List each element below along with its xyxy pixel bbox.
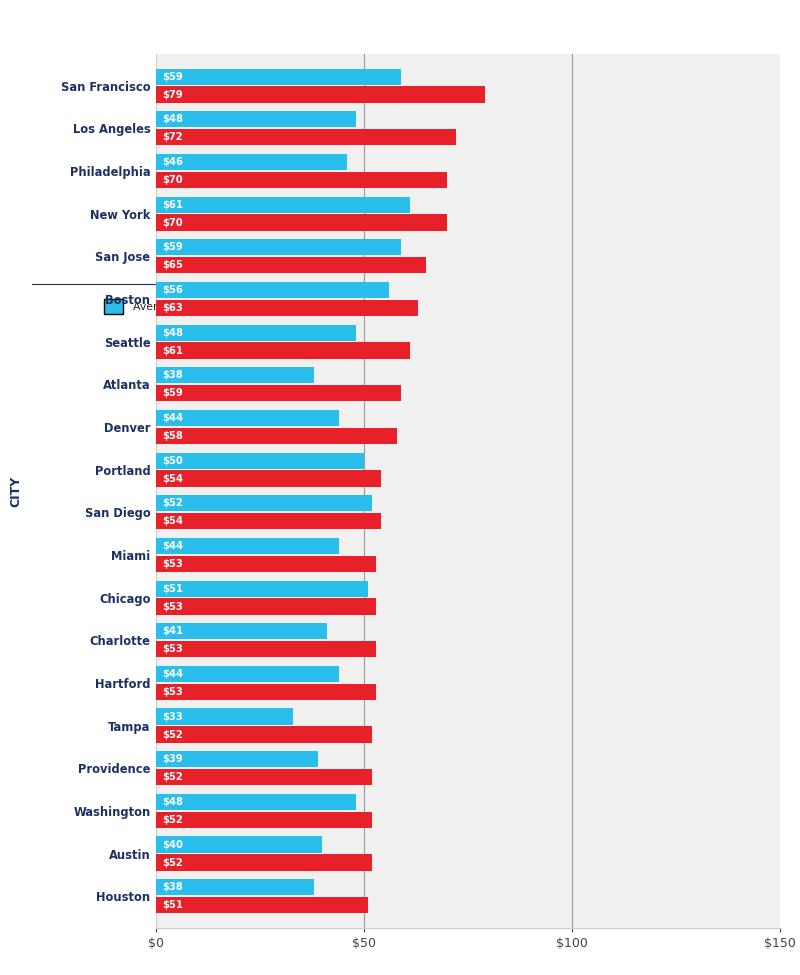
Bar [156, 683, 377, 700]
Text: $52: $52 [162, 729, 183, 739]
Text: $63: $63 [162, 303, 183, 313]
Text: $52: $52 [162, 772, 183, 782]
Bar [156, 495, 372, 512]
Bar [156, 726, 372, 743]
Text: $65: $65 [162, 260, 183, 270]
Text: $48: $48 [162, 797, 183, 807]
Bar [156, 837, 322, 853]
Text: Boarding:: Boarding: [195, 218, 269, 231]
Text: $48: $48 [162, 328, 183, 337]
Text: your home: your home [545, 254, 625, 268]
Bar [156, 172, 447, 188]
Bar [156, 470, 381, 487]
Bar [156, 556, 377, 572]
Text: $50: $50 [162, 455, 183, 466]
Text: $51: $51 [162, 584, 183, 594]
Bar [156, 342, 410, 359]
Bar [156, 111, 356, 128]
Bar [156, 599, 377, 614]
Text: $53: $53 [162, 644, 183, 654]
Text: $61: $61 [162, 200, 183, 210]
Text: According to Rover.com Listings: According to Rover.com Listings [200, 169, 422, 183]
Y-axis label: CITY: CITY [9, 475, 22, 507]
Text: Average Cost to Board Your Dog (For One Night): Average Cost to Board Your Dog (For One … [133, 302, 395, 312]
Bar [156, 623, 326, 640]
Text: $38: $38 [162, 370, 183, 380]
Bar [156, 854, 372, 871]
Text: $52: $52 [162, 498, 183, 508]
Bar [156, 879, 314, 895]
Bar [156, 87, 485, 102]
Text: $51: $51 [162, 900, 183, 910]
Text: dog sitter’s home: dog sitter’s home [471, 218, 605, 231]
Text: $38: $38 [162, 882, 183, 892]
Text: $44: $44 [162, 413, 183, 423]
Text: $46: $46 [162, 157, 183, 167]
Bar [156, 68, 402, 85]
Bar [156, 794, 356, 810]
Text: $54: $54 [162, 516, 183, 526]
Text: Average Cost for A Dog Sitter (For One Night): Average Cost for A Dog Sitter (For One N… [489, 302, 738, 312]
FancyBboxPatch shape [460, 299, 479, 314]
Text: $56: $56 [162, 285, 183, 295]
Bar [156, 197, 410, 213]
Text: A dog sitter stays overnight with your dog in: A dog sitter stays overnight with your d… [238, 254, 545, 268]
Bar [156, 428, 398, 444]
Text: $48: $48 [162, 114, 183, 125]
Text: Boarding vs. A Dog Sitter:: Boarding vs. A Dog Sitter: [200, 26, 390, 42]
Text: $39: $39 [162, 755, 183, 764]
Bar [156, 513, 381, 529]
Bar [156, 299, 418, 316]
Bar [156, 368, 314, 383]
Text: $53: $53 [162, 686, 183, 697]
Bar [156, 257, 426, 273]
Text: $58: $58 [162, 431, 183, 441]
Text: $44: $44 [162, 669, 183, 679]
Text: $40: $40 [162, 839, 183, 849]
Text: $41: $41 [162, 626, 183, 637]
Bar [156, 812, 372, 828]
Text: $54: $54 [162, 474, 183, 484]
Bar [156, 666, 339, 682]
Text: A Sitter:: A Sitter: [175, 254, 238, 268]
Text: 20 Most Expensive U.S. Cities: 20 Most Expensive U.S. Cities [200, 117, 641, 143]
Text: $59: $59 [162, 388, 183, 398]
Bar [156, 129, 455, 145]
Text: $72: $72 [162, 133, 183, 142]
Bar [156, 580, 368, 597]
Text: $70: $70 [162, 217, 183, 227]
Text: Average Nightly Cost for the: Average Nightly Cost for the [200, 67, 624, 93]
Bar [156, 325, 356, 340]
Text: $33: $33 [162, 712, 183, 722]
FancyBboxPatch shape [104, 299, 123, 314]
Bar [156, 452, 364, 469]
Bar [156, 282, 389, 298]
Text: $61: $61 [162, 345, 183, 356]
Text: $59: $59 [162, 72, 183, 82]
Text: Your dog stays overnight in a: Your dog stays overnight in a [269, 218, 471, 231]
Text: $53: $53 [162, 559, 183, 568]
Bar [156, 214, 447, 231]
Text: $52: $52 [162, 857, 183, 868]
Text: $53: $53 [162, 602, 183, 611]
Bar [156, 642, 377, 657]
Bar [156, 154, 347, 170]
Bar [156, 239, 402, 255]
Bar [156, 709, 294, 724]
Text: $59: $59 [162, 243, 183, 253]
Text: $44: $44 [162, 541, 183, 551]
Bar [156, 385, 402, 402]
Bar [156, 897, 368, 914]
Text: $79: $79 [162, 90, 183, 99]
Text: $52: $52 [162, 815, 183, 825]
Bar [156, 410, 339, 426]
Bar [156, 538, 339, 554]
Text: $70: $70 [162, 175, 183, 185]
Bar [156, 751, 318, 767]
Bar [156, 769, 372, 785]
